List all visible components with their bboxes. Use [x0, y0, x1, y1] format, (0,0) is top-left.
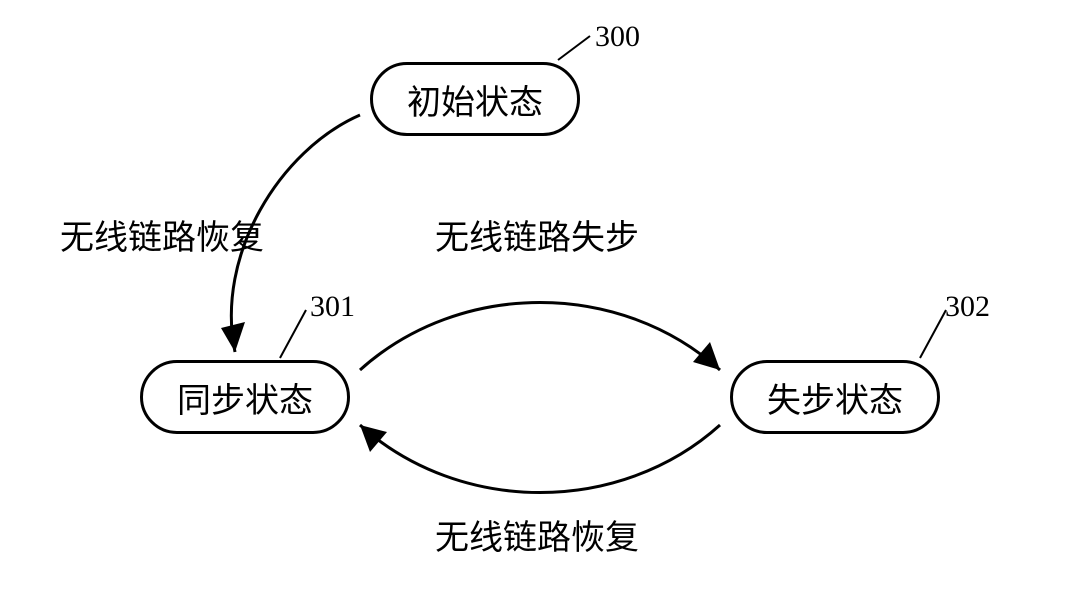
state-label-initial: 初始状态: [407, 75, 543, 124]
edge-label-sync-to-out: 无线链路失步: [435, 210, 639, 259]
ref-label-sync: 301: [310, 290, 355, 324]
state-label-sync: 同步状态: [177, 373, 313, 422]
state-node-initial: 初始状态: [370, 62, 580, 136]
state-node-sync: 同步状态: [140, 360, 350, 434]
state-node-outofsync: 失步状态: [730, 360, 940, 434]
ref-label-initial: 300: [595, 20, 640, 54]
edge-label-init-to-sync: 无线链路恢复: [60, 210, 264, 259]
edge-label-out-to-sync: 无线链路恢复: [435, 510, 639, 559]
ref-label-outofsync: 302: [945, 290, 990, 324]
diagram-stage: 初始状态 同步状态 失步状态 300 301 302 无线链路恢复 无线链路失步…: [0, 0, 1092, 605]
state-label-outofsync: 失步状态: [767, 373, 903, 422]
